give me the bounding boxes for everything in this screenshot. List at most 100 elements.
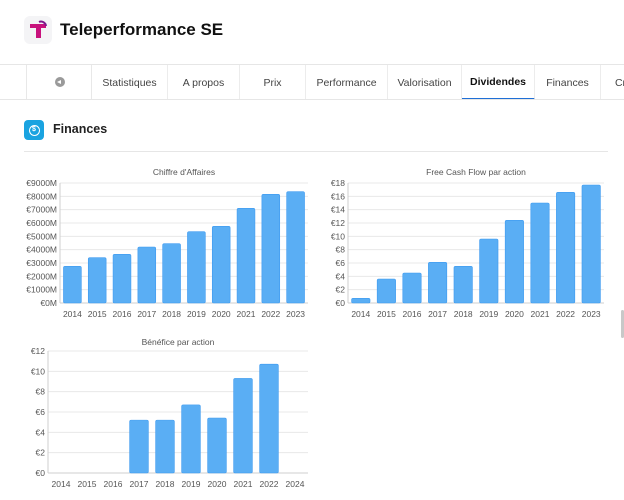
bar-2014[interactable] <box>351 298 371 304</box>
x-tick-label: 2019 <box>182 479 201 489</box>
bar-2015[interactable] <box>376 278 396 304</box>
bar-2021[interactable] <box>530 202 550 304</box>
bar-2021[interactable] <box>233 378 253 474</box>
bar-2017[interactable] <box>137 246 157 304</box>
y-tick-label: €18 <box>331 178 345 188</box>
x-tick-label: 2018 <box>454 309 473 319</box>
x-tick-label: 2015 <box>88 309 107 319</box>
x-tick-label: 2021 <box>531 309 550 319</box>
x-tick-label: 2015 <box>377 309 396 319</box>
bar-2019[interactable] <box>479 238 499 304</box>
x-tick-label: 2023 <box>286 309 305 319</box>
bar-2020[interactable] <box>207 417 227 474</box>
tab-dividendes[interactable]: Dividendes <box>462 65 535 99</box>
tab-cr[interactable]: Cr <box>601 65 624 99</box>
chart-title: Free Cash Flow par action <box>426 167 526 177</box>
x-tick-label: 2014 <box>351 309 370 319</box>
x-tick-label: 2016 <box>104 479 123 489</box>
tab-finances[interactable]: Finances <box>535 65 601 99</box>
bar-2023[interactable] <box>286 191 305 304</box>
y-tick-label: €6 <box>336 258 346 268</box>
x-tick-label: 2021 <box>234 479 253 489</box>
y-tick-label: €4000M <box>26 245 57 255</box>
bar-2018[interactable] <box>155 419 175 474</box>
company-logo <box>24 16 52 44</box>
bar-2022[interactable] <box>259 363 279 474</box>
bar-2020[interactable] <box>211 226 231 304</box>
y-tick-label: €2000M <box>26 271 57 281</box>
y-tick-label: €0 <box>36 468 46 478</box>
company-name: Teleperformance SE <box>60 20 224 39</box>
tab-a-propos[interactable]: A propos <box>168 65 240 99</box>
x-tick-label: 2023 <box>582 309 601 319</box>
dollar-icon: $ <box>24 120 44 140</box>
x-tick-label: 2021 <box>237 309 256 319</box>
y-tick-label: €4 <box>336 271 346 281</box>
tab-prix[interactable]: Prix <box>240 65 306 99</box>
y-tick-label: €1000M <box>26 285 57 295</box>
bar-2015[interactable] <box>87 257 107 304</box>
tab-valorisation[interactable]: Valorisation <box>388 65 462 99</box>
bar-2021[interactable] <box>236 208 256 304</box>
tab-performance[interactable]: Performance <box>306 65 388 99</box>
y-tick-label: €6 <box>36 407 46 417</box>
x-tick-label: 2018 <box>156 479 175 489</box>
bar-2016[interactable] <box>112 254 132 304</box>
finances-section-header: $ Finances <box>24 118 608 152</box>
chevron-left-icon <box>55 77 65 87</box>
bar-2017[interactable] <box>129 419 149 474</box>
x-tick-label: 2019 <box>187 309 206 319</box>
section-tabs: Statistiques A propos Prix Performance Valor… <box>0 64 624 100</box>
bar-2016[interactable] <box>402 272 422 304</box>
eps-chart: Bénéfice par action €0 €2 €4 €6 €8 €10 €12 2014 2… <box>20 335 310 495</box>
x-tick-label: 2016 <box>113 309 132 319</box>
x-tick-label: 2022 <box>260 479 279 489</box>
x-tick-label: 2016 <box>403 309 422 319</box>
y-tick-label: €8 <box>336 245 346 255</box>
y-tick-label: €12 <box>31 346 45 356</box>
tab-statistiques[interactable]: Statistiques <box>92 65 168 99</box>
x-tick-label: 2017 <box>130 479 149 489</box>
x-tick-label: 2020 <box>208 479 227 489</box>
fcf-per-share-chart: Free Cash Flow par action €0 €2 €4 €6 €8 €10 €1… <box>318 165 608 325</box>
chart-svg: Bénéfice par action €0 €2 €4 €6 €8 €10 €12 2014 2… <box>31 337 308 489</box>
bar-2019[interactable] <box>181 404 201 474</box>
y-tick-label: €0M <box>40 298 57 308</box>
y-tick-label: €7000M <box>26 205 57 215</box>
bar-2018[interactable] <box>453 266 473 304</box>
y-tick-label: €4 <box>36 427 46 437</box>
bar-2022[interactable] <box>556 192 576 304</box>
bar-2014[interactable] <box>63 266 82 304</box>
bar-2022[interactable] <box>261 194 281 304</box>
y-tick-label: €2 <box>36 448 46 458</box>
y-tick-label: €0 <box>336 298 346 308</box>
x-tick-label: 2015 <box>78 479 97 489</box>
page-scrollbar[interactable] <box>621 310 624 338</box>
bar-2023[interactable] <box>581 184 601 304</box>
y-tick-label: €12 <box>331 218 345 228</box>
chart-svg: Free Cash Flow par action €0 €2 €4 €6 €8 €10 €1… <box>331 167 604 319</box>
y-tick-label: €2 <box>336 285 346 295</box>
chart-title: Bénéfice par action <box>142 337 215 347</box>
y-tick-label: €10 <box>31 366 45 376</box>
bar-2019[interactable] <box>187 231 206 304</box>
x-tick-label: 2022 <box>556 309 575 319</box>
y-tick-label: €3000M <box>26 258 57 268</box>
y-tick-label: €10 <box>331 231 345 241</box>
y-tick-label: €5000M <box>26 231 57 241</box>
x-tick-label: 2014 <box>52 479 71 489</box>
bar-2018[interactable] <box>162 243 181 304</box>
x-tick-label: 2017 <box>428 309 447 319</box>
section-title: Finances <box>53 122 108 136</box>
bar-2017[interactable] <box>428 262 448 304</box>
y-tick-label: €16 <box>331 191 345 201</box>
x-tick-label: 2020 <box>212 309 231 319</box>
bar-2020[interactable] <box>504 220 524 304</box>
revenue-chart: Chiffre d'Affaires €0M €1000M €2000M €3000M €… <box>20 165 310 325</box>
chart-svg: Chiffre d'Affaires €0M €1000M €2000M €3000M €… <box>26 167 308 319</box>
x-tick-label: 2019 <box>479 309 498 319</box>
x-tick-label: 2014 <box>63 309 82 319</box>
chart-title: Chiffre d'Affaires <box>153 167 215 177</box>
page-header: Teleperformance SE <box>0 0 624 64</box>
tabs-prev-button[interactable] <box>26 65 92 99</box>
